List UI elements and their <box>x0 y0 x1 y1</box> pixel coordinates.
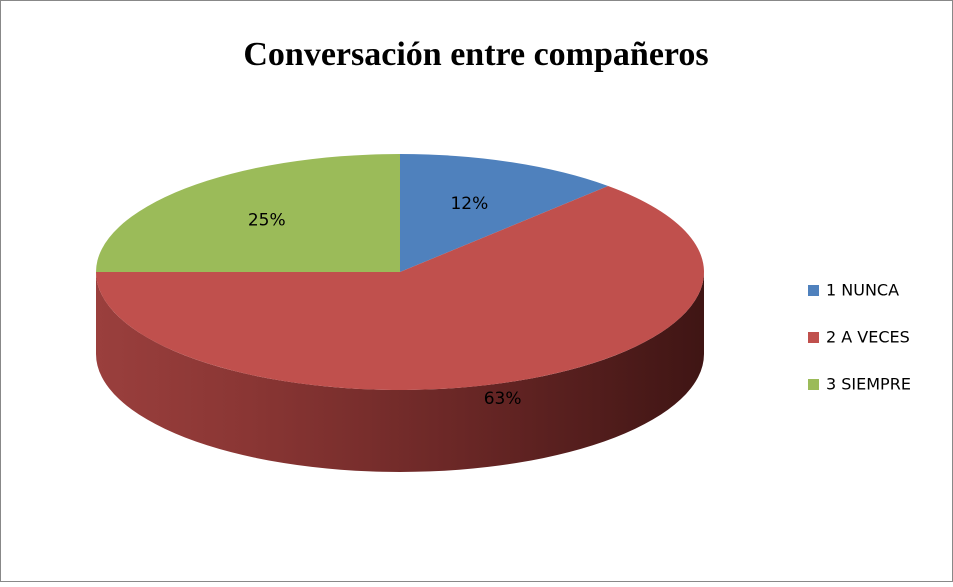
slice <box>96 154 400 272</box>
slice <box>400 154 609 272</box>
chart-title: Conversación entre compañeros <box>243 36 708 73</box>
legend-label: 1 NUNCA <box>826 281 899 300</box>
slice-side <box>96 272 704 472</box>
data-label: 63% <box>484 389 522 409</box>
legend-label: 3 SIEMPRE <box>826 375 911 394</box>
data-label: 12% <box>450 194 488 214</box>
data-label: 25% <box>248 210 286 230</box>
legend-label: 2 A VECES <box>826 328 910 347</box>
legend-swatch <box>808 285 819 296</box>
slice <box>96 185 705 390</box>
legend-swatch <box>808 332 819 343</box>
legend-swatch <box>808 379 819 390</box>
